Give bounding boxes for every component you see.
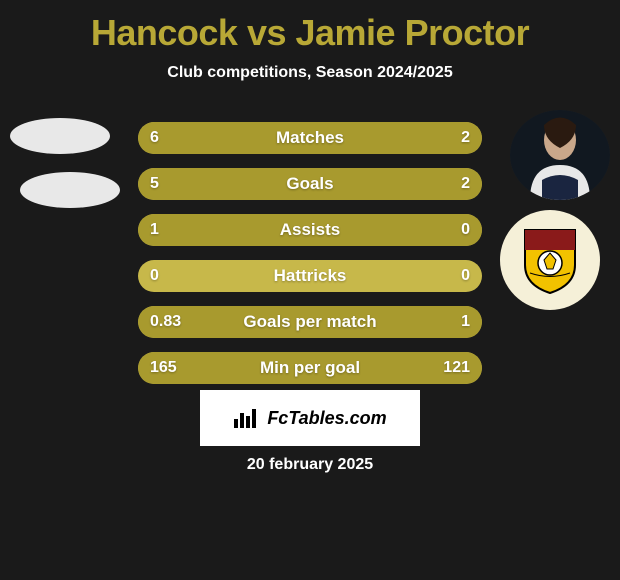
player-silhouette-icon [510,110,610,200]
bar-min-per-goal: 165 Min per goal 121 [138,352,482,384]
bar-val-left: 165 [150,352,177,384]
page-title: Hancock vs Jamie Proctor [0,0,620,54]
bar-label: Assists [138,214,482,246]
fctables-logo-icon [233,407,259,429]
date-label: 20 february 2025 [0,456,620,474]
bar-label: Goals per match [138,306,482,338]
bar-val-left: 0 [150,260,159,292]
bar-label: Hattricks [138,260,482,292]
bar-hattricks: 0 Hattricks 0 [138,260,482,292]
bar-val-right: 0 [461,260,470,292]
club-crest-icon [520,225,580,295]
bar-label: Goals [138,168,482,200]
bar-val-right: 1 [461,306,470,338]
fctables-attribution[interactable]: FcTables.com [200,390,420,446]
bar-val-right: 2 [461,122,470,154]
player1-club-placeholder [20,172,120,208]
bar-val-left: 1 [150,214,159,246]
bar-val-left: 6 [150,122,159,154]
bar-label: Min per goal [138,352,482,384]
player1-avatar-placeholder [10,118,110,154]
bar-matches: 6 Matches 2 [138,122,482,154]
player2-avatar [510,110,610,200]
bar-label: Matches [138,122,482,154]
bar-val-right: 121 [443,352,470,384]
bar-assists: 1 Assists 0 [138,214,482,246]
comparison-bars: 6 Matches 2 5 Goals 2 1 Assists 0 0 Hatt… [138,122,482,398]
player2-club-badge [500,210,600,310]
bar-val-right: 2 [461,168,470,200]
subtitle: Club competitions, Season 2024/2025 [0,64,620,82]
bar-goals-per-match: 0.83 Goals per match 1 [138,306,482,338]
bar-val-left: 5 [150,168,159,200]
fctables-label: FcTables.com [267,408,386,429]
bar-val-left: 0.83 [150,306,181,338]
bar-goals: 5 Goals 2 [138,168,482,200]
bar-val-right: 0 [461,214,470,246]
